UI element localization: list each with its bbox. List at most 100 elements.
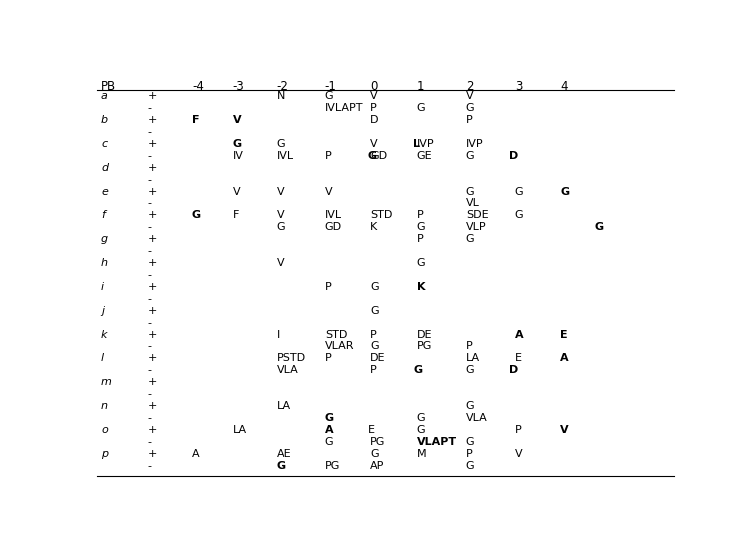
- Text: +: +: [147, 187, 157, 197]
- Text: G: G: [370, 282, 379, 292]
- Text: G: G: [465, 103, 475, 113]
- Text: V: V: [277, 210, 284, 220]
- Text: -: -: [147, 460, 152, 471]
- Text: G: G: [232, 139, 242, 149]
- Text: G: G: [277, 222, 285, 232]
- Text: P: P: [417, 210, 423, 220]
- Text: D: D: [508, 365, 518, 375]
- Text: AE: AE: [277, 449, 291, 459]
- Text: P: P: [325, 282, 332, 292]
- Text: f: f: [101, 210, 105, 220]
- Text: V: V: [370, 139, 378, 149]
- Text: G: G: [277, 460, 286, 471]
- Text: -: -: [147, 151, 152, 161]
- Text: G: G: [325, 413, 334, 423]
- Text: GE: GE: [417, 151, 432, 161]
- Text: G: G: [192, 210, 201, 220]
- Text: -: -: [147, 127, 152, 137]
- Text: +: +: [147, 401, 157, 411]
- Text: m: m: [101, 377, 112, 387]
- Text: G: G: [370, 449, 379, 459]
- Text: I: I: [277, 330, 280, 339]
- Text: 1: 1: [417, 80, 424, 93]
- Text: G: G: [417, 222, 426, 232]
- Text: o: o: [101, 425, 108, 435]
- Text: -: -: [147, 103, 152, 113]
- Text: g: g: [101, 234, 108, 244]
- Text: +: +: [147, 306, 157, 315]
- Text: P: P: [370, 330, 377, 339]
- Text: l: l: [101, 353, 104, 363]
- Text: d: d: [101, 163, 108, 173]
- Text: VLAR: VLAR: [325, 342, 354, 351]
- Text: i: i: [101, 282, 104, 292]
- Text: n: n: [101, 401, 108, 411]
- Text: M: M: [417, 449, 426, 459]
- Text: K: K: [417, 282, 426, 292]
- Text: -: -: [147, 318, 152, 327]
- Text: IV: IV: [232, 151, 244, 161]
- Text: E: E: [515, 353, 522, 363]
- Text: PG: PG: [417, 342, 432, 351]
- Text: -: -: [147, 294, 152, 304]
- Text: G: G: [277, 139, 285, 149]
- Text: PG: PG: [370, 437, 386, 447]
- Text: A: A: [192, 449, 199, 459]
- Text: b: b: [101, 115, 108, 125]
- Text: G: G: [370, 306, 379, 315]
- Text: AP: AP: [370, 460, 384, 471]
- Text: -: -: [147, 389, 152, 399]
- Text: IVL: IVL: [325, 210, 342, 220]
- Text: 4: 4: [560, 80, 568, 93]
- Text: F: F: [232, 210, 239, 220]
- Text: D: D: [508, 151, 518, 161]
- Text: -: -: [147, 437, 152, 447]
- Text: G: G: [465, 365, 475, 375]
- Text: LA: LA: [465, 353, 480, 363]
- Text: G: G: [417, 258, 426, 268]
- Text: G: G: [325, 91, 333, 101]
- Text: VLAPT: VLAPT: [417, 437, 457, 447]
- Text: DE: DE: [370, 353, 386, 363]
- Text: VLP: VLP: [465, 222, 487, 232]
- Text: IVP: IVP: [465, 139, 484, 149]
- Text: K: K: [370, 222, 378, 232]
- Text: -2: -2: [277, 80, 288, 93]
- Text: STD: STD: [325, 330, 347, 339]
- Text: G: G: [417, 103, 426, 113]
- Text: j: j: [101, 306, 104, 315]
- Text: F: F: [192, 115, 199, 125]
- Text: VLA: VLA: [465, 413, 487, 423]
- Text: L: L: [413, 139, 420, 149]
- Text: e: e: [101, 187, 108, 197]
- Text: G: G: [465, 460, 475, 471]
- Text: P: P: [370, 103, 377, 113]
- Text: -: -: [147, 198, 152, 209]
- Text: -: -: [147, 246, 152, 256]
- Text: V: V: [232, 115, 241, 125]
- Text: -: -: [147, 413, 152, 423]
- Text: 3: 3: [515, 80, 522, 93]
- Text: G: G: [368, 151, 377, 161]
- Text: STD: STD: [370, 210, 393, 220]
- Text: V: V: [277, 187, 284, 197]
- Text: IVLAPT: IVLAPT: [325, 103, 363, 113]
- Text: +: +: [147, 425, 157, 435]
- Text: a: a: [101, 91, 108, 101]
- Text: -: -: [147, 342, 152, 351]
- Text: V: V: [370, 91, 378, 101]
- Text: G: G: [370, 342, 379, 351]
- Text: +: +: [147, 258, 157, 268]
- Text: +: +: [147, 139, 157, 149]
- Text: 2: 2: [465, 80, 473, 93]
- Text: G: G: [515, 187, 523, 197]
- Text: G: G: [465, 437, 475, 447]
- Text: V: V: [560, 425, 569, 435]
- Text: N: N: [277, 91, 285, 101]
- Text: -: -: [147, 270, 152, 280]
- Text: P: P: [465, 115, 472, 125]
- Text: -: -: [147, 175, 152, 185]
- Text: G: G: [560, 187, 569, 197]
- Text: G: G: [325, 437, 333, 447]
- Text: P: P: [515, 425, 522, 435]
